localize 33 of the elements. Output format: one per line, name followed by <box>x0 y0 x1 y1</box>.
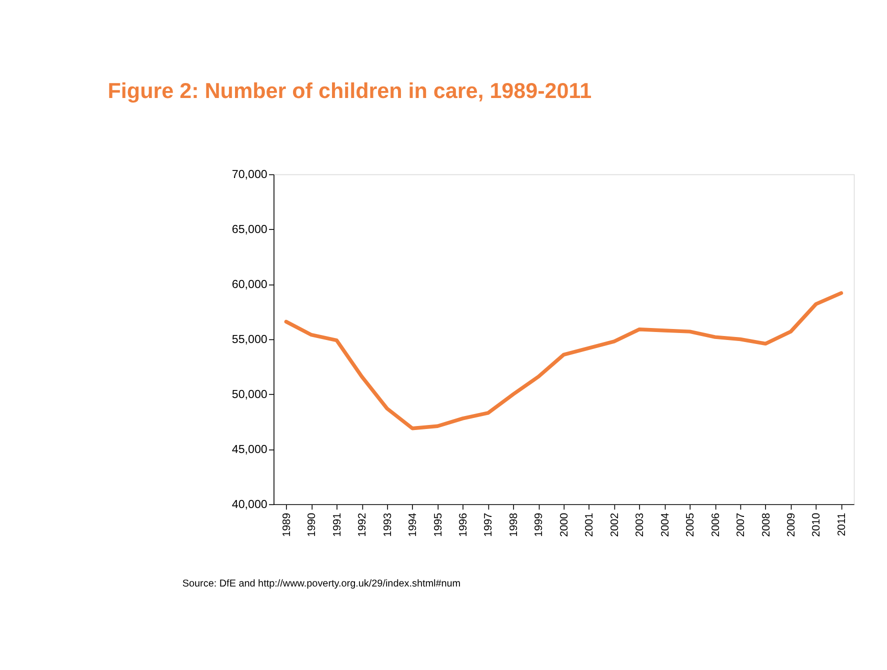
y-tick-label: 40,000 <box>232 498 268 511</box>
y-tick-label: 50,000 <box>232 388 268 401</box>
x-tick-label: 1991 <box>331 512 344 537</box>
chart-title: Figure 2: Number of children in care, 1989-2011 <box>108 78 592 104</box>
line-series <box>284 291 844 430</box>
x-tick-label: 1999 <box>533 512 546 537</box>
x-tick-label: 1993 <box>382 512 394 537</box>
x-tick-label: 2004 <box>659 512 672 537</box>
x-tick-label: 2001 <box>584 512 596 537</box>
x-tick-label: 2005 <box>684 512 697 537</box>
x-tick-label: 1989 <box>280 512 293 537</box>
x-tick-label: 2011 <box>836 512 848 536</box>
x-tick-label: 1995 <box>432 512 444 537</box>
y-tick-label: 55,000 <box>232 332 268 346</box>
source-note: Source: DfE and http://www.poverty.org.uk/29/index.shtml#num <box>182 578 461 590</box>
x-tick-label: 2008 <box>760 512 772 537</box>
y-tick-label: 45,000 <box>232 442 268 456</box>
x-tick-label: 2000 <box>558 512 570 537</box>
x-tick-label: 1996 <box>458 512 470 537</box>
x-tick-label: 2009 <box>786 512 798 537</box>
y-tick-label: 60,000 <box>232 278 268 292</box>
x-tick-label: 2007 <box>735 512 748 537</box>
x-tick-label: 1998 <box>508 512 520 537</box>
x-tick-label: 1990 <box>306 512 318 537</box>
x-tick-label: 2002 <box>608 512 621 537</box>
x-tick-label: 2006 <box>710 512 722 537</box>
x-tick-label: 1994 <box>407 512 420 537</box>
x-tick-label: 2010 <box>810 512 823 537</box>
x-tick-label: 2003 <box>634 512 646 537</box>
x-tick-label: 1997 <box>482 512 495 537</box>
y-tick-label: 65,000 <box>232 223 268 236</box>
x-tick-label: 1992 <box>356 512 369 537</box>
y-tick-label: 70,000 <box>232 168 268 182</box>
